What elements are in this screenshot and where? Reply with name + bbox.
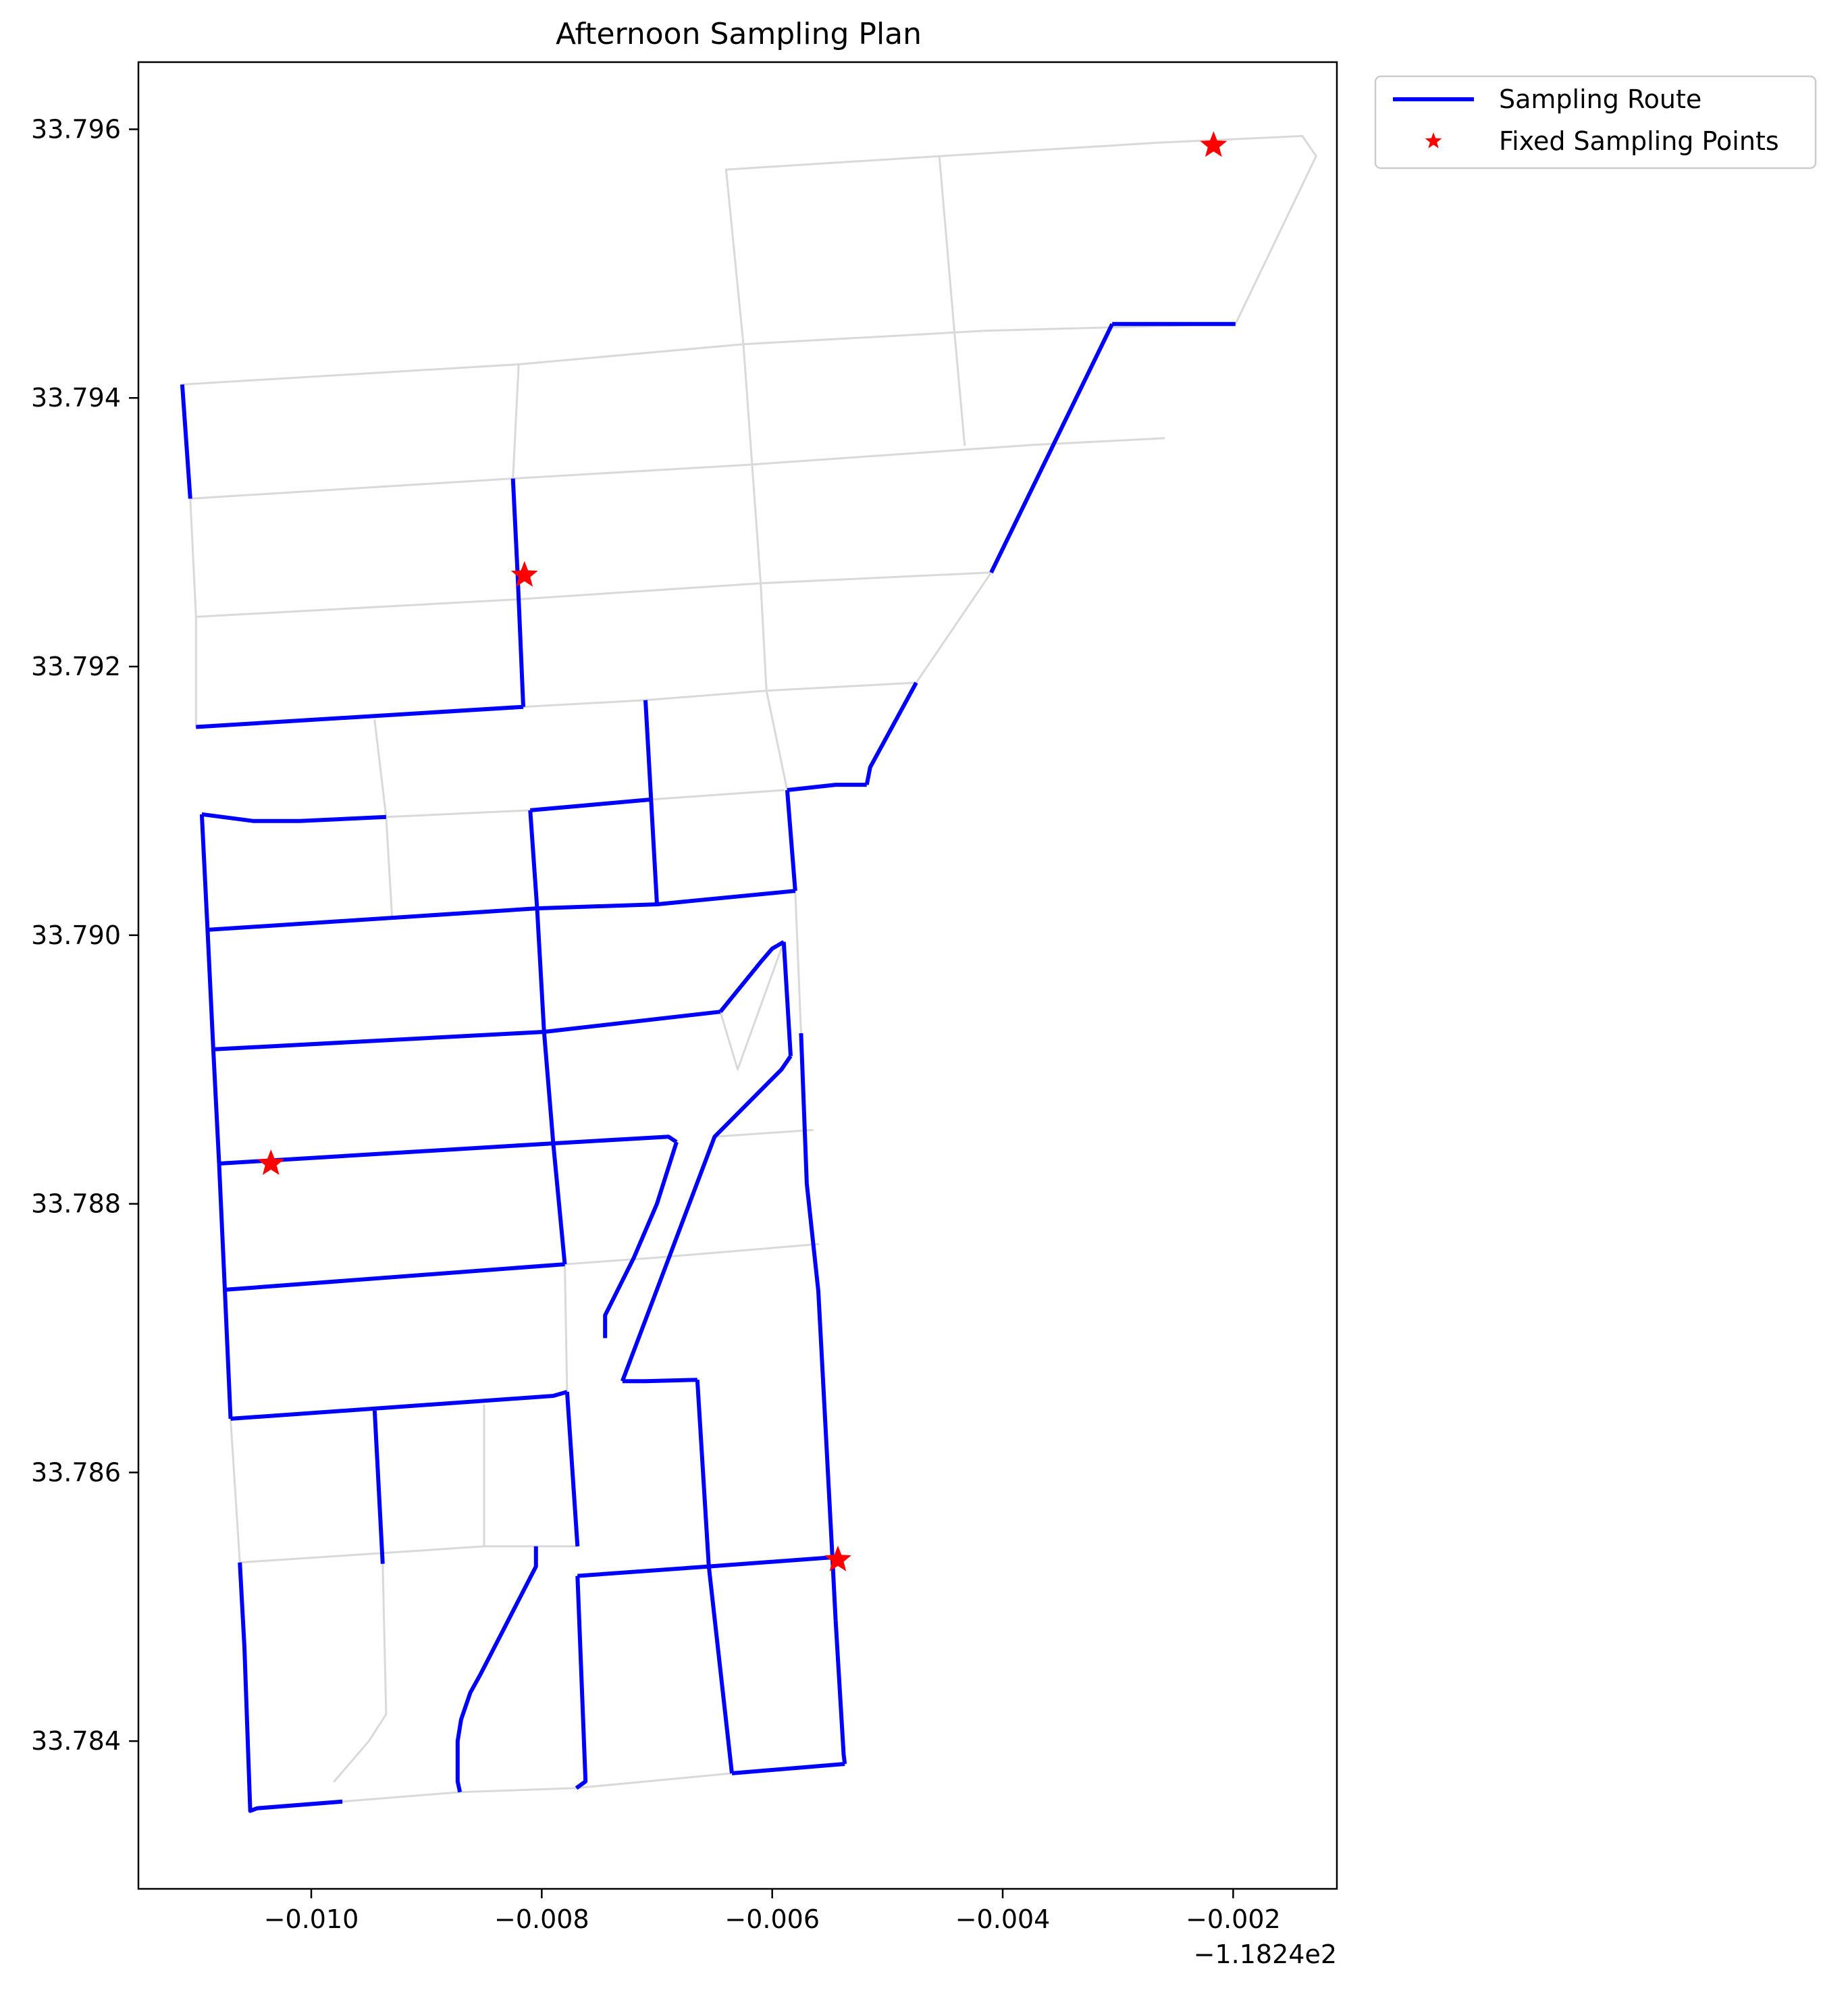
legend-box <box>1374 75 1817 170</box>
sampling-point-2 <box>257 1149 285 1175</box>
sampling-point-1 <box>510 561 538 587</box>
legend-point-swatch <box>1425 132 1442 149</box>
route-segment-19 <box>620 1055 793 1382</box>
route-segment-26 <box>551 1143 567 1265</box>
street-segment-7 <box>724 134 1317 326</box>
street-segment-14 <box>794 889 802 1035</box>
street-segment-5 <box>650 789 785 801</box>
y-tick-label-1: 33.786 <box>31 1457 121 1487</box>
legend: Sampling Route Fixed Sampling Points <box>1374 75 1817 170</box>
street-segment-3 <box>522 681 918 708</box>
street-segment-1 <box>189 437 1165 500</box>
route-segment-22 <box>542 1031 556 1144</box>
route-segment-10 <box>787 783 867 792</box>
route-segment-33 <box>706 1566 734 1774</box>
route-segment-28 <box>230 1390 568 1421</box>
route-segment-24 <box>217 1163 227 1291</box>
route-segment-16 <box>535 908 546 1033</box>
y-tick-label-5: 33.794 <box>31 383 121 413</box>
plot-frame <box>137 61 1338 1890</box>
legend-point-label: Fixed Sampling Points <box>1499 126 1779 156</box>
chart-title: Afternoon Sampling Plan <box>556 17 922 51</box>
street-segment-23 <box>333 1563 388 1783</box>
x-tick-label-4: −0.002 <box>1186 1904 1281 1934</box>
route-segment-37 <box>575 1576 588 1790</box>
route-segment-9 <box>785 789 797 891</box>
route-segment-35 <box>833 1620 847 1765</box>
route-segment-5 <box>643 700 659 905</box>
street-segment-16 <box>713 1128 814 1138</box>
y-tick-label-3: 33.790 <box>31 920 121 950</box>
street-segment-17 <box>564 1243 820 1266</box>
route-segment-20 <box>211 1049 221 1164</box>
y-tick-label-6: 33.796 <box>31 114 121 144</box>
street-segment-6 <box>724 168 789 791</box>
street-segment-24 <box>341 1772 733 1803</box>
route-segment-25 <box>224 1262 565 1292</box>
route-segment-36 <box>577 1555 836 1578</box>
route-segment-38 <box>731 1762 845 1775</box>
x-tick-label-3: −0.004 <box>955 1904 1051 1934</box>
y-axis: 33.784 33.786 33.788 33.790 33.792 33.794 33.7… <box>31 114 138 1756</box>
route-segment-39 <box>455 1546 538 1793</box>
street-segment-21 <box>238 1545 579 1564</box>
sampling-point-3 <box>824 1545 851 1571</box>
y-tick-label-4: 33.792 <box>31 652 121 681</box>
route-segment-18 <box>781 941 793 1056</box>
route-segment-17 <box>718 940 785 1014</box>
street-segment-2 <box>194 571 993 618</box>
x-tick-label-1: −0.008 <box>494 1904 589 1934</box>
y-tick-label-0: 33.784 <box>31 1726 121 1756</box>
route-segment-4 <box>530 797 652 812</box>
route-segment-29 <box>564 1391 580 1547</box>
route-segment-32 <box>695 1380 711 1567</box>
route-segment-30 <box>372 1410 385 1564</box>
sampling-point-0 <box>1200 131 1227 157</box>
street-segment-15 <box>719 941 785 1071</box>
street-segment-9 <box>915 571 993 684</box>
street-segment-4 <box>385 809 531 818</box>
street-segment-8 <box>938 155 966 446</box>
x-axis: −0.010 −0.008 −0.006 −0.004 −0.002 <box>264 1889 1281 1934</box>
route-segment-27 <box>223 1289 233 1420</box>
route-segment-12 <box>989 323 1114 574</box>
sampling-route <box>180 321 1236 1813</box>
route-segment-3 <box>201 812 387 823</box>
legend-route-label: Sampling Route <box>1499 84 1701 114</box>
route-segment-2 <box>196 704 524 729</box>
fixed-sampling-points <box>257 131 1227 1571</box>
route-segment-0 <box>180 384 192 499</box>
x-tick-label-2: −0.006 <box>724 1904 820 1934</box>
route-segment-34 <box>799 1033 838 1621</box>
route-segment-31 <box>622 1378 697 1384</box>
route-segment-6 <box>528 810 539 909</box>
x-offset-label: −1.1824e2 <box>1194 1939 1337 1969</box>
route-segment-8 <box>207 889 796 932</box>
route-segment-23 <box>603 1141 679 1338</box>
street-segment-20 <box>230 1417 241 1564</box>
route-segment-40 <box>238 1562 343 1813</box>
y-tick-label-2: 33.788 <box>31 1189 121 1219</box>
route-segment-21 <box>219 1135 678 1166</box>
route-segment-11 <box>864 681 918 785</box>
street-segment-11 <box>189 497 197 618</box>
route-segment-7 <box>199 814 210 931</box>
street-segment-18 <box>564 1263 569 1393</box>
street-segment-10 <box>512 363 520 480</box>
route-segment-14 <box>205 929 215 1050</box>
x-tick-label-0: −0.010 <box>264 1904 359 1934</box>
